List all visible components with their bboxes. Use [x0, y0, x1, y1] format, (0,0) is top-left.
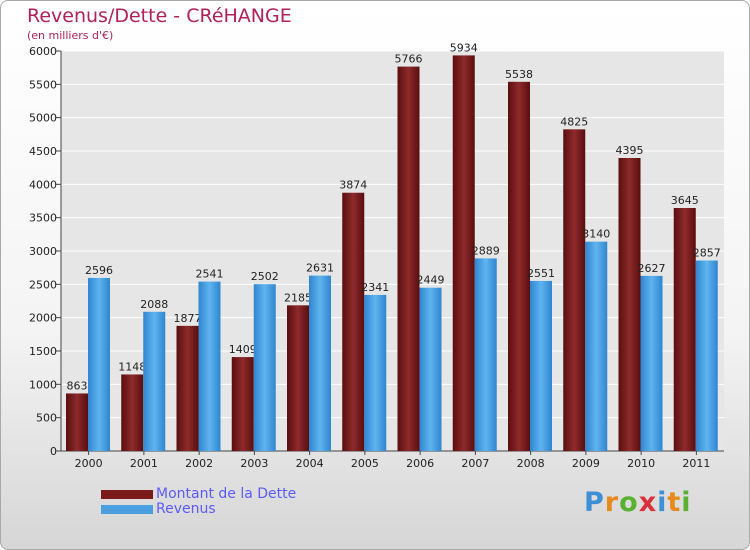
bar-dette	[673, 208, 696, 451]
x-tick-label: 2006	[406, 457, 434, 470]
proxiti-logo: Proxiti	[584, 487, 692, 518]
y-tick-label: 4500	[29, 145, 57, 158]
bar-revenus	[88, 277, 110, 451]
logo-letter: t	[667, 487, 682, 518]
data-label: 2857	[693, 247, 721, 260]
x-tick-label: 2003	[240, 457, 268, 470]
data-label: 2341	[361, 281, 389, 294]
bar-revenus	[143, 311, 166, 451]
data-label: 1409	[229, 343, 257, 356]
legend-swatch-dette	[101, 490, 153, 499]
y-tick-label: 3000	[29, 245, 57, 258]
bar-revenus	[419, 287, 442, 451]
y-tick-label: 5500	[29, 78, 57, 91]
bar-revenus	[198, 281, 221, 451]
y-tick-label: 4000	[29, 178, 57, 191]
y-tick-label: 1000	[29, 378, 57, 391]
data-label: 2627	[638, 262, 666, 275]
data-label: 2889	[472, 244, 500, 257]
data-label: 5934	[450, 41, 478, 54]
x-tick-label: 2008	[517, 457, 545, 470]
bar-revenus	[640, 275, 663, 451]
data-label: 3645	[671, 194, 699, 207]
data-label: 5538	[505, 68, 533, 81]
data-label: 2088	[140, 298, 168, 311]
y-tick-label: 3500	[29, 212, 57, 225]
x-tick-label: 2000	[75, 457, 103, 470]
bar-dette	[342, 192, 365, 451]
data-label: 2185	[284, 291, 312, 304]
bar-dette	[287, 305, 309, 451]
logo-letter: o	[619, 487, 639, 518]
y-tick-label: 6000	[29, 45, 57, 58]
bar-revenus	[585, 241, 608, 451]
y-tick-label: 5000	[29, 112, 57, 125]
bar-dette	[618, 158, 641, 451]
x-tick-label: 2009	[572, 457, 600, 470]
y-tick-label: 500	[36, 412, 57, 425]
x-tick-label: 2004	[296, 457, 324, 470]
data-label: 2449	[417, 274, 445, 287]
bar-revenus	[474, 258, 497, 451]
data-label: 2541	[196, 268, 224, 281]
bar-dette	[397, 66, 420, 451]
data-label: 863	[67, 379, 88, 392]
x-tick-label: 2005	[351, 457, 379, 470]
data-label: 3140	[582, 228, 610, 241]
y-tick-label: 1500	[29, 345, 57, 358]
data-label: 2596	[85, 264, 113, 277]
data-label: 2551	[527, 267, 555, 280]
data-label: 1148	[118, 360, 146, 373]
bar-dette	[66, 393, 88, 451]
x-tick-label: 2007	[461, 457, 489, 470]
y-tick-label: 2500	[29, 278, 57, 291]
bar-dette	[121, 374, 144, 451]
data-label: 4825	[560, 115, 588, 128]
y-tick-label: 2000	[29, 312, 57, 325]
logo-letter: i	[681, 487, 692, 518]
legend-label-revenus: Revenus	[156, 501, 216, 517]
data-label: 1877	[174, 312, 202, 325]
data-label: 2502	[251, 270, 279, 283]
bar-dette	[563, 129, 586, 452]
bar-revenus	[530, 280, 552, 451]
x-tick-label: 2002	[185, 457, 213, 470]
data-label: 2631	[306, 262, 334, 275]
x-tick-label: 2001	[130, 457, 158, 470]
chart-subtitle: (en milliers d'€)	[27, 29, 114, 42]
bar-dette	[231, 357, 254, 451]
bar-dette	[508, 81, 530, 452]
bar-revenus	[253, 284, 276, 451]
x-tick-label: 2010	[627, 457, 655, 470]
logo-letter: i	[657, 487, 668, 518]
logo-letter: P	[584, 487, 605, 518]
bar-revenus	[695, 260, 718, 451]
chart-title: Revenus/Dette - CRéHANGE	[27, 5, 292, 27]
bar-dette	[452, 55, 475, 452]
bar-revenus	[309, 275, 331, 451]
legend-label-dette: Montant de la Dette	[156, 486, 297, 502]
logo-letter: r	[604, 487, 620, 518]
logo-letter: x	[638, 487, 658, 518]
bar-dette	[176, 325, 199, 451]
x-tick-label: 2011	[682, 457, 710, 470]
bar-revenus	[364, 294, 387, 451]
y-tick-label: 0	[50, 445, 57, 458]
data-label: 3874	[339, 179, 367, 192]
data-label: 4395	[616, 144, 644, 157]
legend-swatch-revenus	[101, 505, 153, 514]
data-label: 5766	[395, 53, 423, 66]
